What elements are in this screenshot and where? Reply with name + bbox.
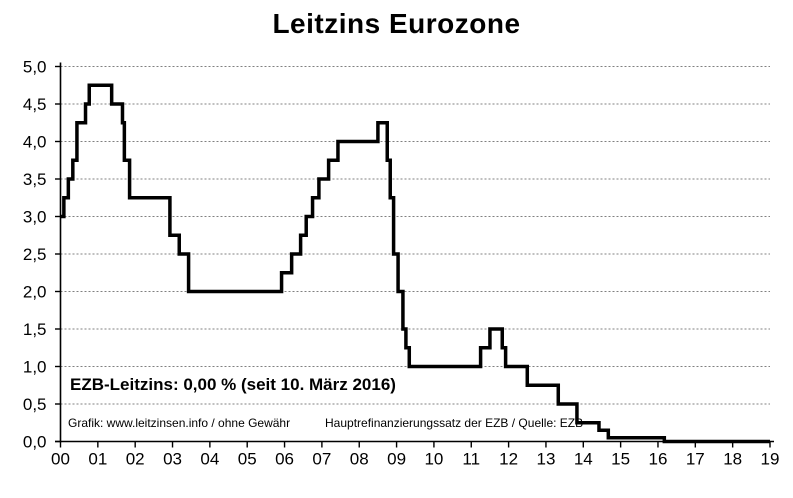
- x-tick-label: 03: [163, 450, 182, 469]
- current-rate-annotation: EZB-Leitzins: 0,00 % (seit 10. März 2016…: [70, 375, 396, 394]
- y-tick-label: 1,5: [23, 320, 47, 339]
- x-tick-label: 01: [88, 450, 107, 469]
- x-tick-label: 12: [499, 450, 518, 469]
- y-tick-label: 3,5: [23, 170, 47, 189]
- x-tick-label: 06: [275, 450, 294, 469]
- x-tick-label: 13: [536, 450, 555, 469]
- x-tick-label: 10: [424, 450, 443, 469]
- x-tick-label: 15: [611, 450, 630, 469]
- x-tick-label: 16: [649, 450, 668, 469]
- y-tick-label: 4,0: [23, 133, 47, 152]
- x-tick-label: 04: [200, 450, 219, 469]
- y-tick-label: 1,0: [23, 358, 47, 377]
- x-tick-label: 02: [126, 450, 145, 469]
- y-tick-label: 4,5: [23, 95, 47, 114]
- x-tick-label: 08: [350, 450, 369, 469]
- y-tick-label: 5,0: [23, 58, 47, 77]
- x-tick-label: 17: [686, 450, 705, 469]
- y-tick-label: 2,5: [23, 245, 47, 264]
- y-tick-label: 0,5: [23, 395, 47, 414]
- y-tick-label: 2,0: [23, 283, 47, 302]
- rate-step-line: [60, 83, 770, 444]
- x-tick-label: 05: [238, 450, 257, 469]
- x-tick-label: 09: [387, 450, 406, 469]
- x-tick-label: 14: [574, 450, 593, 469]
- x-tick-label: 19: [761, 450, 780, 469]
- y-tick-label: 0,0: [23, 433, 47, 452]
- chart-title: Leitzins Eurozone: [272, 8, 521, 39]
- x-tick-label: 07: [312, 450, 331, 469]
- x-tick-label: 11: [462, 450, 480, 469]
- source-credit-right: Hauptrefinanzierungssatz der EZB / Quell…: [325, 416, 584, 430]
- x-tick-label: 18: [723, 450, 742, 469]
- y-tick-label: 3,0: [23, 208, 47, 227]
- source-credit-left: Grafik: www.leitzinsen.info / ohne Gewäh…: [68, 416, 291, 430]
- x-tick-label: 00: [51, 450, 70, 469]
